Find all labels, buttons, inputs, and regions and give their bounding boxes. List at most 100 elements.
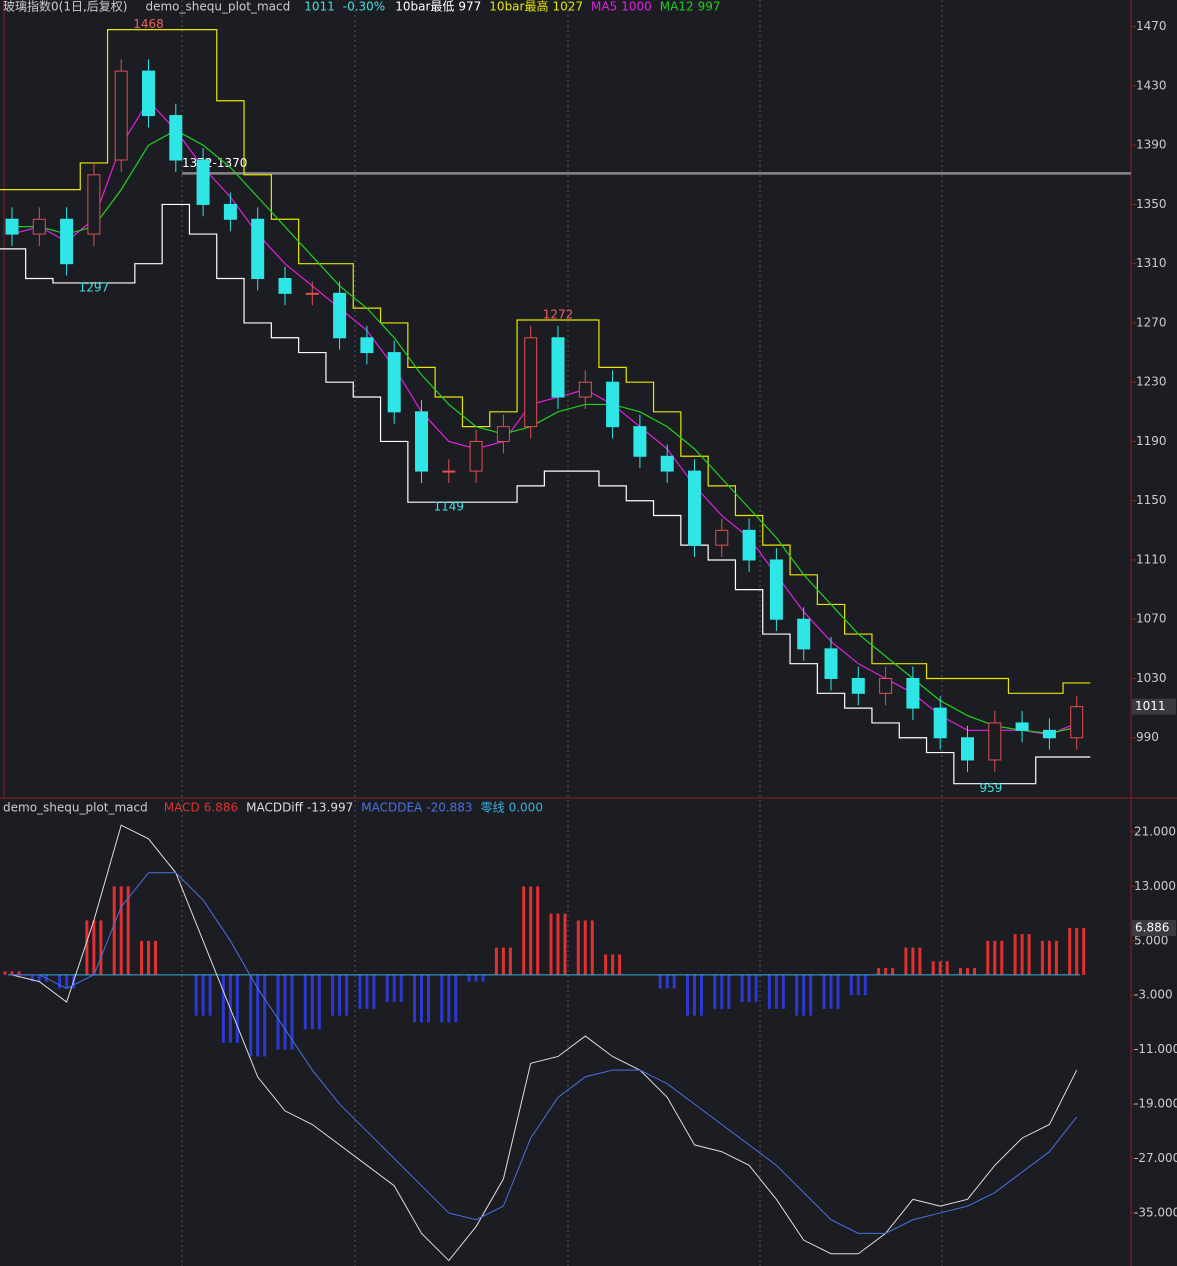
extreme-label: 959 xyxy=(980,781,1003,795)
y-tick-label: 1150 xyxy=(1136,493,1167,507)
candle-body xyxy=(333,292,347,339)
candle-body xyxy=(223,203,237,220)
line-series xyxy=(0,29,1091,694)
y-tick-label: 1070 xyxy=(1136,612,1167,626)
y-tick-label: -27.000 xyxy=(1134,1151,1177,1165)
candle-body xyxy=(1015,722,1029,731)
candle-body xyxy=(524,337,538,428)
legend-text: -20.883 xyxy=(426,801,472,815)
y-tick-label: -35.000 xyxy=(1134,1205,1177,1219)
candle-body xyxy=(387,352,401,413)
y-tick-label: -3.000 xyxy=(1134,988,1173,1002)
y-tick-label: 1110 xyxy=(1136,552,1167,566)
price-tag xyxy=(1132,698,1176,715)
y-tick-label: 1350 xyxy=(1136,197,1167,211)
legend-text: demo_shequ_plot_macd xyxy=(145,0,290,14)
candle-body xyxy=(442,470,456,473)
candle-body xyxy=(742,529,756,561)
candle-body xyxy=(633,426,647,457)
y-tick-label: 1230 xyxy=(1136,375,1167,389)
candle-body xyxy=(469,440,483,472)
price-tag xyxy=(1132,919,1176,936)
candle-body xyxy=(32,218,46,235)
candle-body xyxy=(988,722,1002,761)
legend-text: 977 xyxy=(458,0,481,14)
y-tick-label: -19.000 xyxy=(1134,1097,1177,1111)
candle-body xyxy=(360,337,374,354)
price-tag-label: 6.886 xyxy=(1135,920,1169,934)
candle-body xyxy=(715,529,729,546)
legend-text: 997 xyxy=(698,0,721,14)
legend-text: MA5 xyxy=(591,0,617,14)
candle-body xyxy=(851,677,865,694)
y-tick-label: 1470 xyxy=(1136,19,1167,33)
line-series xyxy=(11,99,1077,736)
candle-body xyxy=(824,648,838,679)
y-tick-label: 5.000 xyxy=(1134,933,1168,947)
line-series xyxy=(12,129,1077,734)
candle-body xyxy=(1070,706,1084,739)
y-tick-label: 1390 xyxy=(1136,138,1167,152)
candle-body xyxy=(906,677,920,709)
legend-text: 10bar最低 xyxy=(395,0,454,14)
candle-body xyxy=(879,677,893,694)
candle-body xyxy=(196,159,210,205)
y-tick-label: 13.000 xyxy=(1134,879,1176,893)
candle-body xyxy=(169,115,183,161)
legend-text: 1027 xyxy=(552,0,583,14)
candle-body xyxy=(142,70,155,117)
candle-body xyxy=(660,455,674,472)
hline-label: 1372-1370 xyxy=(182,156,247,170)
candle-body xyxy=(415,411,428,472)
candle-body xyxy=(551,337,565,398)
legend-text: 零线 xyxy=(481,801,505,815)
legend-text: 6.886 xyxy=(204,801,238,815)
candle-body xyxy=(688,470,701,546)
time-grid xyxy=(181,0,943,1266)
extreme-label: 1468 xyxy=(133,17,164,31)
legend-text: MACDDiff xyxy=(246,801,304,815)
line-series xyxy=(0,203,1091,785)
y-tick-label: 990 xyxy=(1136,730,1159,744)
candle-body xyxy=(496,426,510,442)
y-tick-label: 1190 xyxy=(1136,434,1167,448)
candle-body xyxy=(606,381,620,428)
line-series xyxy=(12,872,1078,1234)
legend-text: 1000 xyxy=(621,0,652,14)
candle-body xyxy=(933,707,947,739)
legend-text: 1011 xyxy=(304,0,335,14)
candle-body xyxy=(251,218,265,280)
extreme-label: 1297 xyxy=(79,280,110,294)
candle-body xyxy=(1042,729,1056,739)
legend-text: 0.000 xyxy=(509,801,543,815)
legend-text: 玻璃指数0(1日,后复权) xyxy=(3,0,127,14)
y-tick-label: 1430 xyxy=(1136,78,1167,92)
legend-text: MACDDEA xyxy=(361,801,423,815)
y-tick-label: 1030 xyxy=(1136,671,1167,685)
legend-text: 10bar最高 xyxy=(489,0,548,14)
candle-body xyxy=(769,559,783,620)
candle-body xyxy=(114,70,128,161)
candle-body xyxy=(797,618,811,650)
candle-body xyxy=(278,278,292,294)
y-tick-label: 21.000 xyxy=(1134,824,1176,838)
extreme-label: 1149 xyxy=(434,500,465,514)
legend-text: MA12 xyxy=(660,0,694,14)
candle-body xyxy=(961,737,974,761)
candle-body xyxy=(60,218,74,265)
legend-text: MACD xyxy=(164,801,200,815)
line-series xyxy=(11,824,1078,1262)
y-tick-label: -11.000 xyxy=(1134,1042,1177,1056)
y-tick-label: 1270 xyxy=(1136,315,1167,329)
legend-text: -0.30% xyxy=(343,0,385,14)
legend-text: -13.997 xyxy=(307,801,353,815)
candle-body xyxy=(305,292,319,295)
y-tick-label: 1310 xyxy=(1136,256,1167,270)
candle-body xyxy=(87,174,101,235)
extreme-label: 1272 xyxy=(543,307,574,321)
candle-body xyxy=(5,218,19,235)
legend-text: demo_shequ_plot_macd xyxy=(3,801,148,815)
